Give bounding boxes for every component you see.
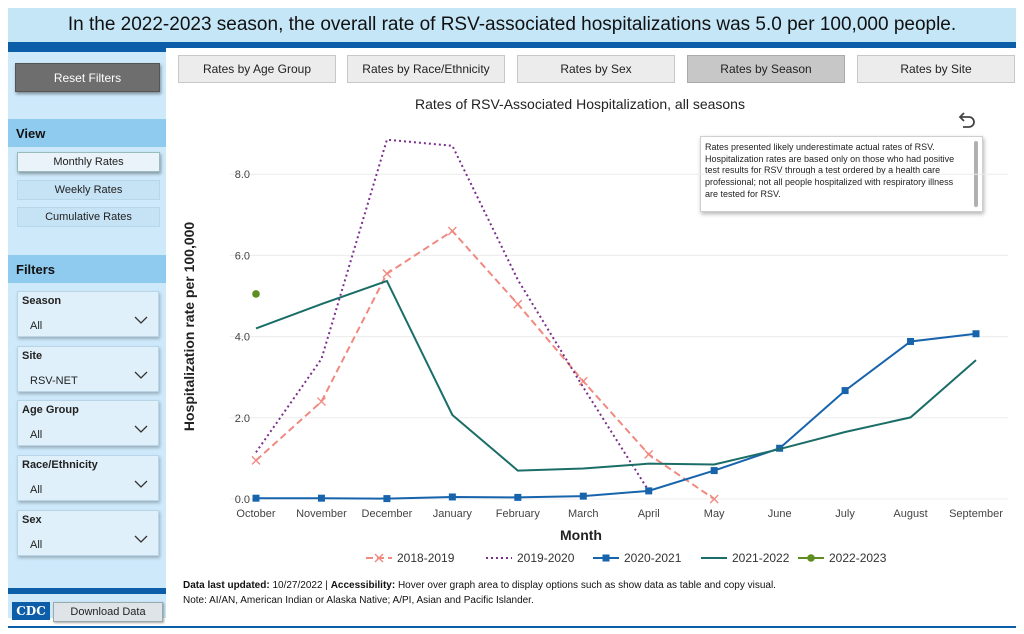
footer-updated-line: Data last updated: 10/27/2022 | Accessib…	[183, 580, 776, 591]
data-point-2020-2021	[841, 387, 849, 395]
x-tick-label: July	[835, 508, 855, 520]
legend-label: 2020-2021	[624, 551, 682, 565]
weekly-rates-button[interactable]: Weekly Rates	[17, 180, 160, 200]
summary-banner-text: In the 2022-2023 season, the overall rat…	[67, 14, 957, 35]
legend-marker	[807, 554, 815, 562]
data-point-2020-2021	[514, 493, 522, 501]
series-line-2019-2020	[255, 138, 650, 492]
chevron-down-icon	[134, 371, 148, 379]
undo-icon[interactable]	[955, 110, 977, 132]
age-group-filter[interactable]: Age Group All	[17, 400, 159, 446]
rates-disclaimer-text: Rates presented likely underestimate act…	[705, 142, 955, 199]
season-filter-label: Season	[22, 295, 62, 307]
filters-heading: Filters	[8, 255, 166, 283]
y-tick-label: 2.0	[235, 413, 250, 425]
race-ethnicity-filter-label: Race/Ethnicity	[22, 459, 98, 471]
footer-note: Note: AI/AN, American Indian or Alaska N…	[183, 595, 534, 606]
data-point-2018-2019	[709, 494, 719, 504]
sex-filter-value: All	[30, 539, 43, 551]
legend-label: 2018-2019	[397, 551, 455, 565]
data-point-2018-2019	[316, 397, 326, 407]
age-group-filter-value: All	[30, 429, 43, 441]
x-tick-label: May	[704, 508, 725, 520]
series-line-2018-2019	[255, 229, 715, 500]
sidebar: Reset Filters View Monthly Rates Weekly …	[8, 48, 166, 622]
x-tick-label: June	[768, 508, 792, 520]
season-filter[interactable]: Season All	[17, 291, 159, 337]
reset-filters-button[interactable]: Reset Filters	[15, 63, 160, 92]
monthly-rates-button[interactable]: Monthly Rates	[17, 152, 160, 172]
download-data-button[interactable]: Download Data	[53, 602, 163, 622]
x-tick-label: August	[893, 508, 927, 520]
x-tick-label: November	[296, 508, 347, 520]
accessibility-text: Hover over graph area to display options…	[397, 580, 776, 591]
data-point-2018-2019	[578, 376, 588, 386]
tab-rates-by-race-ethnicity[interactable]: Rates by Race/Ethnicity	[347, 55, 505, 83]
data-point-2020-2021	[448, 493, 456, 501]
race-ethnicity-filter[interactable]: Race/Ethnicity All	[17, 455, 159, 501]
updated-value: 10/27/2022	[272, 580, 323, 591]
data-point-2020-2021	[972, 330, 980, 338]
x-tick-label: September	[949, 508, 1003, 520]
chart-title: Rates of RSV-Associated Hospitalization,…	[415, 96, 745, 112]
x-tick-label: December	[362, 508, 413, 520]
data-point-2020-2021	[579, 492, 587, 500]
x-tick-label: January	[433, 508, 473, 520]
legend-marker	[374, 553, 384, 563]
legend-label: 2019-2020	[517, 551, 575, 565]
series-line-2021-2022	[255, 279, 977, 472]
data-point-2018-2019	[513, 299, 523, 309]
legend-label: 2021-2022	[732, 551, 790, 565]
chevron-down-icon	[134, 535, 148, 543]
data-point-2020-2021	[252, 494, 260, 502]
x-tick-label: March	[568, 508, 599, 520]
x-tick-label: February	[496, 508, 541, 520]
hospitalization-line-chart: 0.0 2.0 4.0 6.0 8.0 October November December Ja…	[181, 138, 1008, 565]
tab-rates-by-season[interactable]: Rates by Season	[687, 55, 845, 83]
data-point-2018-2019	[382, 269, 392, 279]
tab-rates-by-sex[interactable]: Rates by Sex	[517, 55, 675, 83]
tab-rates-by-site[interactable]: Rates by Site	[857, 55, 1015, 83]
x-tick-label: April	[638, 508, 660, 520]
chevron-down-icon	[134, 316, 148, 324]
bottom-rule	[8, 626, 1016, 628]
summary-banner: In the 2022-2023 season, the overall rat…	[8, 8, 1016, 48]
y-axis-title: Hospitalization rate per 100,000	[181, 222, 197, 432]
data-point-2018-2019	[447, 226, 457, 236]
tab-rates-by-age-group[interactable]: Rates by Age Group	[178, 55, 336, 83]
race-ethnicity-filter-value: All	[30, 484, 43, 496]
accessibility-label: Accessibility:	[330, 580, 396, 591]
sidebar-divider	[8, 588, 166, 594]
data-point-2022-2023	[252, 290, 260, 298]
cdc-logo: CDC	[12, 602, 50, 620]
site-filter-value: RSV-NET	[30, 375, 78, 387]
season-filter-value: All	[30, 320, 43, 332]
x-tick-label: October	[236, 508, 275, 520]
y-tick-label: 8.0	[235, 169, 250, 181]
site-filter[interactable]: Site RSV-NET	[17, 346, 159, 392]
data-point-2020-2021	[710, 467, 718, 475]
data-point-2020-2021	[645, 487, 653, 495]
x-axis-title: Month	[560, 527, 602, 543]
legend-label: 2022-2023	[829, 551, 887, 565]
chevron-down-icon	[134, 425, 148, 433]
age-group-filter-label: Age Group	[22, 404, 79, 416]
data-point-2020-2021	[317, 494, 325, 502]
updated-label: Data last updated:	[183, 580, 270, 591]
sex-filter[interactable]: Sex All	[17, 510, 159, 556]
legend-marker	[602, 554, 610, 562]
data-point-2018-2019	[251, 455, 261, 465]
sex-filter-label: Sex	[22, 514, 42, 526]
y-tick-label: 4.0	[235, 332, 250, 344]
cumulative-rates-button[interactable]: Cumulative Rates	[17, 207, 160, 227]
data-point-2018-2019	[644, 449, 654, 459]
view-heading: View	[8, 119, 166, 147]
data-point-2020-2021	[907, 337, 915, 345]
site-filter-label: Site	[22, 350, 43, 362]
data-point-2020-2021	[383, 495, 391, 503]
chevron-down-icon	[134, 480, 148, 488]
y-tick-label: 0.0	[235, 494, 250, 506]
series-line-2020-2021	[256, 332, 977, 500]
y-tick-label: 6.0	[235, 250, 250, 262]
